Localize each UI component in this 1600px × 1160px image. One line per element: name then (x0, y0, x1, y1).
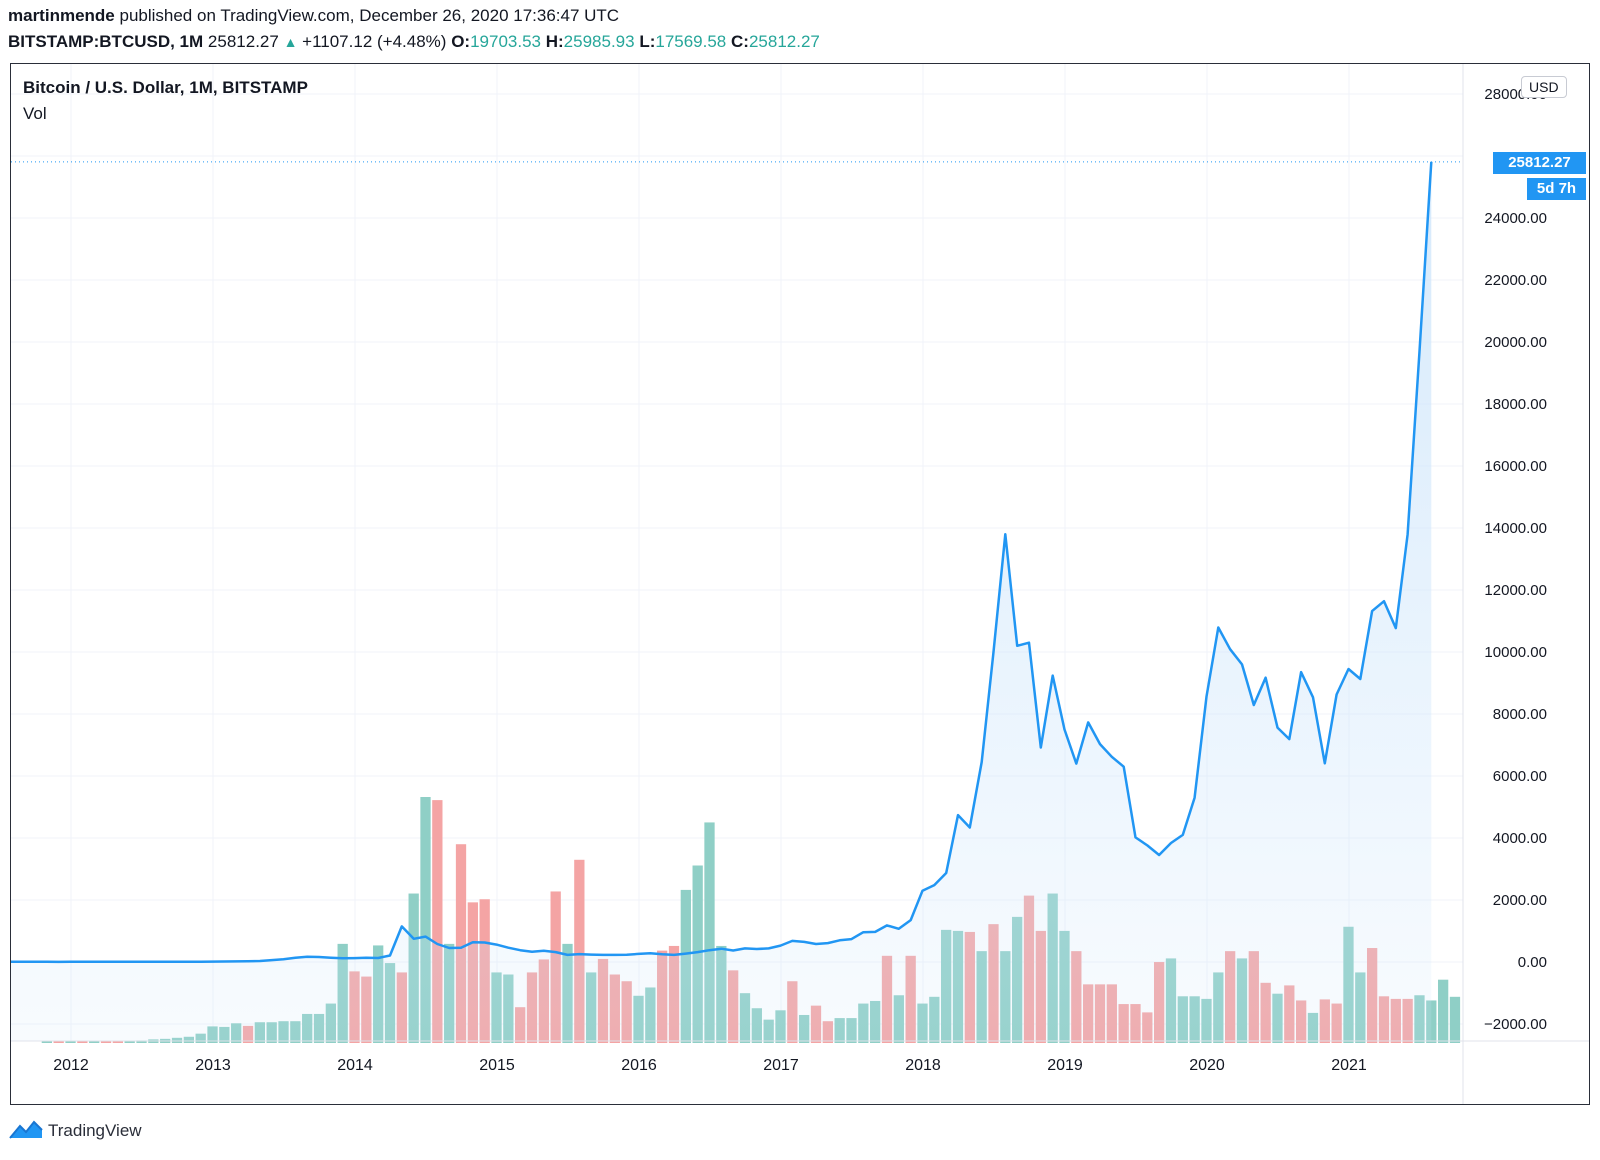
x-tick-label: 2013 (195, 1057, 231, 1074)
volume-bar (77, 1040, 88, 1043)
x-tick-label: 2012 (53, 1057, 89, 1074)
volume-legend: Vol (23, 104, 47, 123)
volume-bar (136, 1040, 147, 1043)
open-label: O: (451, 32, 471, 51)
close-label: C: (731, 32, 749, 51)
chart-frame[interactable]: −2000.00 0.00 2000.00 4000.00 6000.00 8000.00… (10, 63, 1590, 1105)
chart-legend-title: Bitcoin / U.S. Dollar, 1M, BITSTAMP (23, 78, 308, 97)
high-value: 25985.93 (563, 32, 635, 51)
x-tick-label: 2019 (1047, 1057, 1083, 1074)
author-name[interactable]: martinmende (8, 6, 115, 25)
low-label: L: (639, 32, 656, 51)
y-tick-label: 20000.00 (1484, 334, 1547, 351)
y-tick-label: 24000.00 (1484, 210, 1547, 227)
y-tick-label: 2000.00 (1493, 892, 1547, 909)
y-tick-label: 14000.00 (1484, 520, 1547, 537)
publish-info: martinmende published on TradingView.com… (8, 6, 619, 26)
y-tick-label: 18000.00 (1484, 396, 1547, 413)
x-tick-label: 2014 (337, 1057, 373, 1074)
y-tick-label: 10000.00 (1484, 644, 1547, 661)
x-tick-label: 2018 (905, 1057, 941, 1074)
y-tick-label: 8000.00 (1493, 706, 1547, 723)
y-tick-label: 16000.00 (1484, 458, 1547, 475)
open-value: 19703.53 (470, 32, 541, 51)
volume-bar (53, 1040, 64, 1043)
low-value: 17569.58 (655, 32, 727, 51)
currency-button[interactable]: USD (1521, 76, 1567, 98)
last-price-label: 25812.27 (1493, 152, 1586, 174)
high-label: H: (545, 32, 564, 51)
volume-bar (65, 1040, 76, 1043)
price-chart[interactable]: −2000.00 0.00 2000.00 4000.00 6000.00 8000.00… (11, 64, 1590, 1105)
volume-bar (1437, 979, 1449, 1043)
x-tick-label: 2017 (763, 1057, 799, 1074)
volume-bar (112, 1040, 124, 1043)
volume-bar (89, 1040, 100, 1043)
volume-bar (704, 822, 715, 1043)
change-value: +1107.12 (+4.48%) (302, 32, 447, 51)
volume-bar (420, 797, 431, 1043)
tradingview-brand[interactable]: TradingView (48, 1121, 142, 1140)
symbol-name: BITSTAMP:BTCUSD, 1M (8, 32, 204, 51)
y-tick-label: 12000.00 (1484, 582, 1547, 599)
bar-countdown-label: 5d 7h (1527, 178, 1586, 200)
volume-bar (100, 1040, 112, 1043)
y-tick-label: 22000.00 (1484, 272, 1547, 289)
y-tick-label: 4000.00 (1493, 830, 1547, 847)
price-line (11, 161, 1433, 964)
symbol-info: BITSTAMP:BTCUSD, 1M 25812.27 ▲ +1107.12 … (8, 32, 820, 52)
tradingview-footer[interactable]: TradingView (8, 1118, 142, 1144)
volume-bar (1426, 1000, 1437, 1043)
up-triangle-icon: ▲ (283, 34, 298, 50)
y-tick-label: 0.00 (1518, 954, 1547, 971)
volume-bar (124, 1040, 135, 1043)
y-tick-label: 6000.00 (1493, 768, 1547, 785)
close-value: 25812.27 (748, 32, 820, 51)
x-tick-label: 2016 (621, 1057, 657, 1074)
x-tick-label: 2015 (479, 1057, 515, 1074)
volume-bar (41, 1040, 53, 1043)
volume-bar (432, 800, 443, 1043)
publish-text: published on TradingView.com, December 2… (119, 6, 620, 25)
tradingview-logo-icon (9, 1120, 43, 1139)
volume-bar (455, 844, 467, 1043)
price-area (11, 161, 1432, 1042)
volume-bar (1449, 996, 1461, 1043)
last-value: 25812.27 (207, 32, 279, 51)
volume-bar (574, 859, 585, 1043)
y-tick-label: −2000.00 (1484, 1016, 1547, 1033)
x-tick-label: 2021 (1331, 1057, 1367, 1074)
x-tick-label: 2020 (1189, 1057, 1225, 1074)
